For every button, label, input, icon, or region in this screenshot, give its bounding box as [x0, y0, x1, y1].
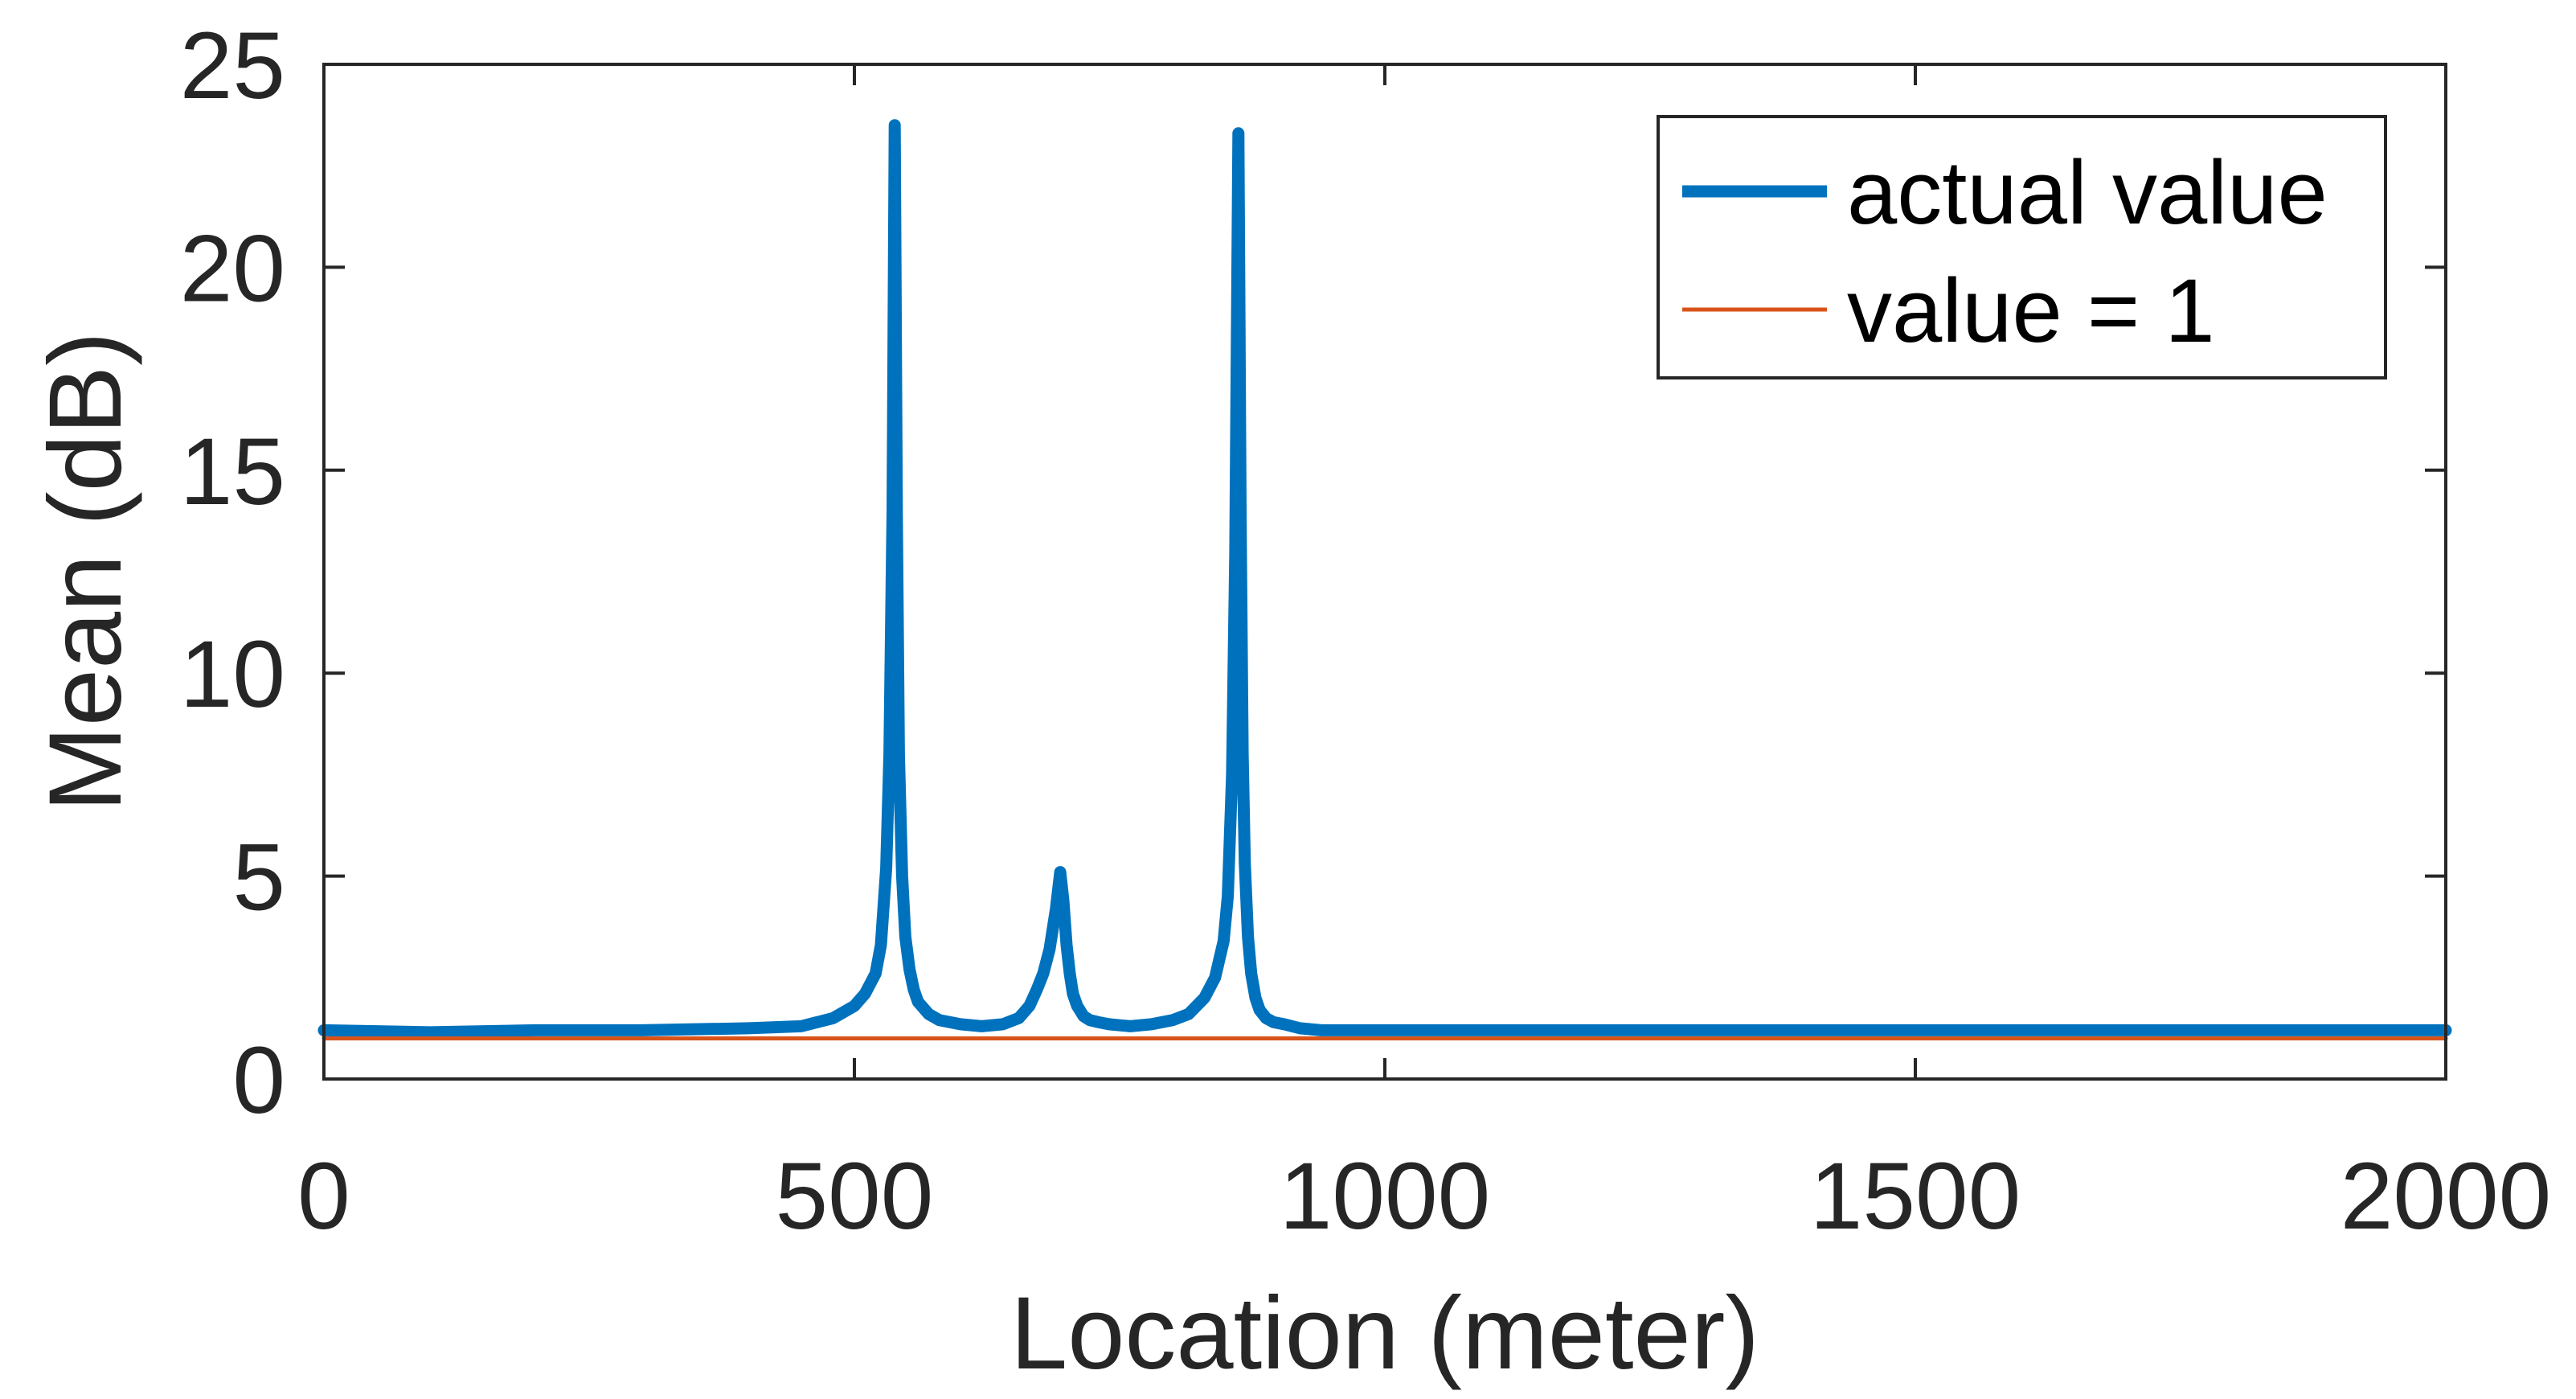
series-layer	[317, 119, 2452, 1040]
y-tick-label: 15	[180, 419, 285, 525]
y-axis-title: Mean (dB)	[28, 331, 143, 812]
series-line-actual-value	[317, 119, 2452, 1039]
y-tick-label: 10	[180, 622, 285, 728]
y-tick-label: 25	[180, 13, 285, 119]
x-tick-label: 1500	[1810, 1143, 2021, 1249]
y-tick-label: 20	[180, 215, 285, 322]
x-tick-label: 1000	[1280, 1143, 1491, 1249]
legend-label-actual-value: actual value	[1847, 142, 2328, 243]
y-tick-label: 0	[232, 1028, 285, 1134]
legend-box	[1657, 115, 2387, 379]
x-tick-label: 500	[776, 1143, 934, 1249]
x-tick-label: 2000	[2341, 1143, 2552, 1249]
ticks-layer: 0 500 1000 1500 2000 0 5 10 15 20 25	[180, 13, 2552, 1249]
x-tick-label: 0	[297, 1143, 350, 1249]
legend: actual value value = 1	[1657, 115, 2387, 379]
y-tick-label: 5	[232, 825, 285, 931]
legend-label-value-1: value = 1	[1847, 261, 2215, 361]
x-axis-title: Location (meter)	[1010, 1276, 1759, 1391]
